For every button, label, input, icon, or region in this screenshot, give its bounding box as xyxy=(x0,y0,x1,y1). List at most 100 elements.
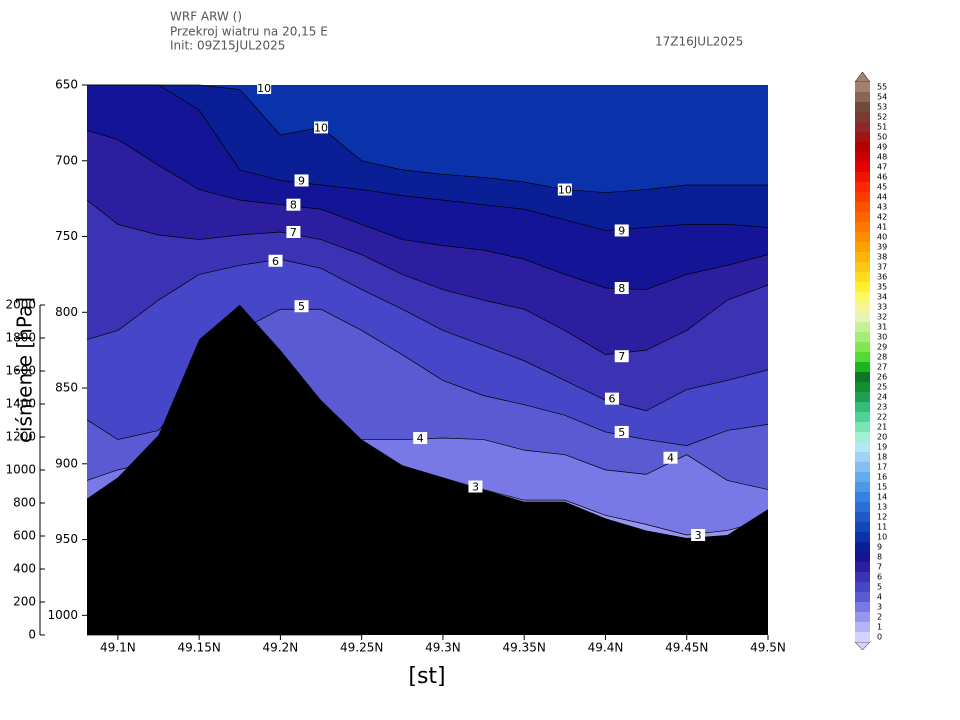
colorbar-label: 43 xyxy=(877,203,887,212)
colorbar-label: 11 xyxy=(877,523,887,532)
colorbar-swatch xyxy=(855,602,870,612)
colorbar-label: 17 xyxy=(877,463,887,472)
contour-line xyxy=(86,130,769,290)
colorbar-swatch xyxy=(855,292,870,302)
colorbar-label: 12 xyxy=(877,513,887,522)
contour-label-box xyxy=(286,198,301,211)
contour-label: 10 xyxy=(558,184,572,197)
colorbar-label: 46 xyxy=(877,173,887,182)
colorbar-label: 22 xyxy=(877,413,887,422)
contour-line xyxy=(86,199,769,356)
colorbar-swatch xyxy=(855,352,870,362)
contour-label-box xyxy=(413,432,428,445)
colorbar-swatch xyxy=(855,502,870,512)
colorbar-label: 18 xyxy=(877,453,887,462)
y2-tick-label: 1000 xyxy=(5,463,36,477)
colorbar-label: 50 xyxy=(877,133,887,142)
colorbar-swatch xyxy=(855,82,870,92)
colorbar-swatch xyxy=(855,522,870,532)
colorbar-label: 35 xyxy=(877,283,887,292)
colorbar-label: 14 xyxy=(877,493,887,502)
colorbar-label: 23 xyxy=(877,403,887,412)
x-tick-label: 49.1N xyxy=(100,641,136,655)
colorbar-swatch xyxy=(855,452,870,462)
contour-label-box xyxy=(614,224,629,237)
contour-label: 4 xyxy=(667,452,674,465)
colorbar-swatch xyxy=(855,112,870,122)
colorbar-swatch xyxy=(855,362,870,372)
colorbar-swatch xyxy=(855,152,870,162)
colorbar-label: 4 xyxy=(877,593,882,602)
contour-label: 6 xyxy=(608,393,615,406)
colorbar-swatch xyxy=(855,442,870,452)
colorbar-arrow-top xyxy=(854,71,871,83)
init-time: Init: 09Z15JUL2025 xyxy=(170,39,285,53)
y-tick-label: 850 xyxy=(55,381,78,395)
colorbar-swatch xyxy=(855,622,870,632)
colorbar-swatch xyxy=(855,482,870,492)
colorbar-label: 34 xyxy=(877,293,887,302)
colorbar-swatch xyxy=(855,422,870,432)
x-tick-label: 49.45N xyxy=(665,641,708,655)
colorbar-swatch xyxy=(855,262,870,272)
colorbar-swatch xyxy=(855,532,870,542)
colorbar-label: 44 xyxy=(877,193,887,202)
colorbar-swatch xyxy=(855,462,870,472)
colorbar-swatch xyxy=(855,402,870,412)
contour-band xyxy=(87,85,768,193)
chart-subtitle: Przekroj wiatru na 20,15 E xyxy=(170,25,328,39)
contour-label-box xyxy=(314,121,329,134)
colorbar-label: 6 xyxy=(877,573,882,582)
y2-tick-label: 600 xyxy=(13,529,36,543)
colorbar-swatch xyxy=(855,272,870,282)
colorbar-label: 33 xyxy=(877,303,887,312)
contour-label: 6 xyxy=(272,255,279,268)
colorbar-swatch xyxy=(855,172,870,182)
colorbar-label: 47 xyxy=(877,163,887,172)
colorbar-swatch xyxy=(855,332,870,342)
colorbar-label: 49 xyxy=(877,143,887,152)
colorbar-swatch xyxy=(855,182,870,192)
colorbar-swatch xyxy=(855,232,870,242)
colorbar-swatch xyxy=(855,252,870,262)
y-tick-label: 900 xyxy=(55,456,78,470)
colorbar-label: 1 xyxy=(877,623,882,632)
y-tick-label: 800 xyxy=(55,305,78,319)
colorbar-label: 51 xyxy=(877,123,887,132)
colorbar-label: 21 xyxy=(877,423,887,432)
y-tick-label: 950 xyxy=(55,532,78,546)
colorbar-label: 15 xyxy=(877,483,887,492)
contour-line xyxy=(87,84,769,231)
colorbar-swatch xyxy=(855,312,870,322)
colorbar-label: 55 xyxy=(877,83,887,92)
colorbar-label: 38 xyxy=(877,253,887,262)
colorbar-label: 7 xyxy=(877,563,882,572)
colorbar-swatch xyxy=(855,412,870,422)
y2-tick-label: 2000 xyxy=(5,298,36,312)
contour-label-box xyxy=(614,350,629,363)
contour-label-box xyxy=(294,174,309,187)
colorbar-swatch xyxy=(855,342,870,352)
x-tick-label: 49.15N xyxy=(177,641,220,655)
y-tick-label: 650 xyxy=(55,78,78,92)
contour-label: 9 xyxy=(618,224,625,237)
contour-label-box xyxy=(468,480,483,493)
y2-tick-label: 800 xyxy=(13,496,36,510)
contour-label: 4 xyxy=(417,432,424,445)
colorbar-swatch xyxy=(855,142,870,152)
colorbar-label: 31 xyxy=(877,323,887,332)
colorbar-swatch xyxy=(855,222,870,232)
colorbar-swatch xyxy=(855,562,870,572)
colorbar-swatch xyxy=(855,162,870,172)
contour-label: 7 xyxy=(290,226,297,239)
colorbar-swatch xyxy=(855,302,870,312)
x-tick-label: 49.5N xyxy=(750,641,786,655)
colorbar-label: 20 xyxy=(877,433,887,442)
colorbar-swatch xyxy=(855,612,870,622)
y2-tick-label: 1400 xyxy=(5,397,36,411)
colorbar-swatch xyxy=(855,92,870,102)
colorbar-swatch xyxy=(855,492,870,502)
colorbar-label: 29 xyxy=(877,343,887,352)
contour-label-box xyxy=(604,392,619,405)
